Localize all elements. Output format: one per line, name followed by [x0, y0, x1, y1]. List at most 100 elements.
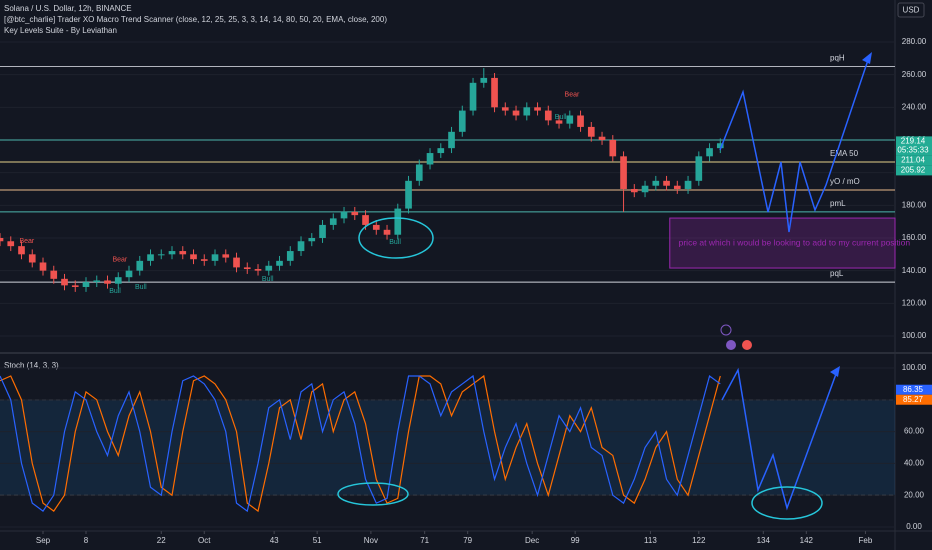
candle-body — [544, 110, 552, 121]
candle-body — [179, 251, 187, 255]
signal-label: Bear — [19, 238, 34, 245]
price-badge-label: 211.04 — [901, 155, 925, 164]
level-label: pqH — [830, 54, 845, 63]
level-label: pqL — [830, 269, 844, 278]
candle-body — [448, 131, 455, 149]
stoch-line — [0, 374, 721, 513]
candle-body — [684, 180, 692, 189]
highlight-ellipse — [358, 217, 434, 259]
candle-body — [340, 211, 348, 219]
candle-body — [372, 224, 380, 230]
chart-title: Solana / U.S. Dollar, 12h, BINANCE — [4, 4, 132, 13]
candle-body — [609, 139, 617, 157]
candle-body — [491, 77, 498, 108]
candle-body — [405, 180, 412, 209]
signal-label: Bull — [109, 288, 121, 295]
candle-body — [523, 107, 531, 116]
candle-body — [39, 262, 47, 271]
y-tick-label: 60.00 — [904, 427, 925, 436]
candle-body — [458, 110, 466, 132]
candle-body — [480, 77, 488, 83]
candle-body — [243, 267, 251, 270]
indicator-label: Key Levels Suite - By Leviathan — [4, 26, 117, 35]
candle-body — [18, 246, 25, 255]
signal-label: Bull — [135, 284, 147, 291]
zone-box — [669, 217, 896, 269]
event-icon[interactable] — [720, 324, 732, 336]
countdown-label: 05:35:33 — [897, 145, 929, 154]
candle-body — [587, 126, 595, 137]
candle-body — [93, 280, 101, 283]
price-badge — [896, 155, 932, 166]
candle-body — [168, 251, 176, 255]
candle-body — [222, 254, 230, 258]
signal-label: Bull — [389, 239, 401, 246]
indicator-label: [@btc_charlie] Trader XO Macro Trend Sca… — [4, 15, 387, 24]
x-tick-label: 142 — [800, 536, 814, 545]
y-tick-label: 180.00 — [902, 200, 927, 209]
candle-body — [469, 82, 477, 111]
level-label: yO / mO — [830, 177, 860, 186]
x-tick-label: 134 — [757, 536, 771, 545]
candle-body — [233, 257, 240, 268]
candle-body — [630, 188, 638, 193]
price-badge — [896, 136, 932, 156]
projection-drawing — [721, 367, 837, 511]
candle-body — [329, 218, 337, 225]
candle-body — [512, 110, 520, 116]
candle-body — [555, 120, 563, 124]
candle-body — [61, 278, 68, 286]
candle-body — [50, 270, 58, 279]
x-tick-label: Feb — [859, 536, 873, 545]
stoch-title: Stoch (14, 3, 3) — [4, 361, 59, 370]
y-tick-label: 100.00 — [902, 363, 927, 372]
y-tick-label: 240.00 — [902, 102, 927, 111]
x-tick-label: Sep — [36, 536, 51, 545]
candle-body — [641, 185, 649, 193]
x-tick-label: 79 — [463, 536, 472, 545]
candle-body — [362, 215, 369, 225]
candle-body — [147, 254, 154, 261]
projection-drawing — [719, 59, 869, 233]
highlight-ellipse — [751, 486, 823, 520]
arrow-head — [830, 366, 840, 377]
event-icon[interactable] — [726, 340, 736, 350]
value-badge — [896, 394, 932, 405]
band-fill — [0, 399, 895, 496]
signal-label: Bull — [262, 276, 274, 283]
x-tick-label: 71 — [420, 536, 429, 545]
candle-body — [0, 237, 4, 242]
candle-body — [663, 180, 670, 186]
candle-body — [276, 260, 283, 266]
candle-body — [104, 280, 111, 284]
candle-body — [265, 265, 273, 271]
value-badge — [896, 384, 932, 395]
price-badge-label: 219.14 — [901, 136, 926, 145]
candle-body — [319, 224, 326, 238]
candle-body — [308, 237, 316, 242]
price-pane: 100.00120.00140.00160.00180.00200.00220.… — [0, 37, 932, 340]
currency-button[interactable] — [897, 2, 925, 18]
candle-body — [716, 143, 724, 149]
level-label: pmL — [830, 199, 846, 208]
candle-body — [620, 156, 627, 189]
candle-body — [157, 254, 165, 256]
event-icon[interactable] — [742, 340, 752, 350]
y-tick-label: 260.00 — [902, 70, 927, 79]
stoch-line — [0, 374, 721, 513]
candle-body — [426, 153, 434, 165]
candle-body — [82, 282, 90, 287]
candle-body — [652, 180, 660, 186]
y-tick-label: 40.00 — [904, 459, 925, 468]
y-tick-label: 20.00 — [904, 490, 925, 499]
x-tick-label: Nov — [364, 536, 378, 545]
level-label: EMA 50 — [830, 149, 859, 158]
candle-body — [566, 115, 574, 124]
candle-body — [673, 185, 681, 189]
signal-label: Bear — [565, 92, 580, 99]
y-tick-label: 120.00 — [902, 298, 927, 307]
candle-body — [297, 241, 305, 252]
candle-body — [71, 285, 79, 287]
x-tick-label: 122 — [692, 536, 706, 545]
